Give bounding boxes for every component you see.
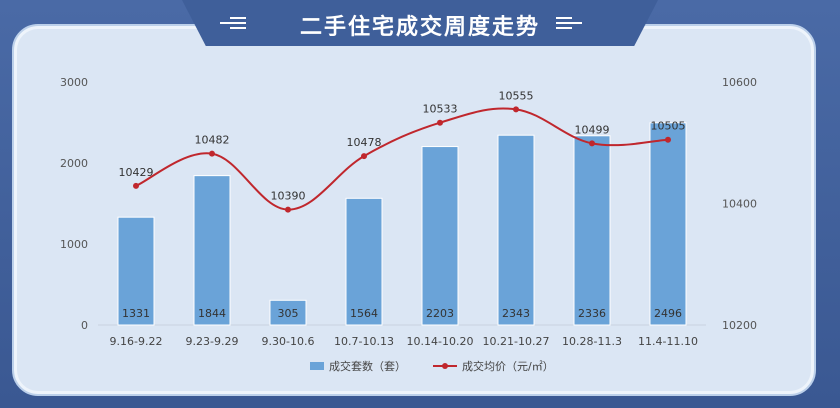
- x-axis-tick-label: 10.7-10.13: [334, 335, 394, 348]
- legend-label-price: 成交均价（元/㎡）: [462, 360, 554, 373]
- bar-value-label: 2496: [654, 307, 682, 320]
- right-axis-tick-label: 10200: [722, 319, 757, 332]
- price-point-4: [437, 119, 443, 126]
- price-point-5: [513, 106, 519, 113]
- price-point-0: [133, 182, 139, 189]
- page-title: 二手住宅成交周度走势: [299, 15, 540, 40]
- price-point-1: [209, 150, 215, 157]
- legend-label-units: 成交套数（套）: [329, 360, 406, 373]
- price-value-label: 10390: [271, 190, 306, 203]
- title-left-ornament: [216, 15, 246, 31]
- x-axis-tick-label: 10.28-11.3: [562, 335, 622, 348]
- price-value-label: 10482: [195, 134, 230, 147]
- bar-value-label: 1331: [122, 307, 150, 320]
- x-axis-tick-label: 10.14-10.20: [407, 335, 474, 348]
- left-axis-tick-label: 2000: [60, 157, 88, 170]
- bar-units-2: [269, 299, 307, 326]
- bar-units-6: [573, 135, 611, 326]
- legend-item-price: 成交均价（元/㎡）: [432, 357, 554, 375]
- x-axis-tick-label: 10.21-10.27: [483, 335, 550, 348]
- left-axis-tick-label: 1000: [60, 238, 88, 251]
- price-value-label: 10429: [119, 166, 154, 179]
- price-value-label: 10533: [423, 103, 458, 116]
- price-point-7: [665, 136, 671, 143]
- bar-units-0: [117, 216, 155, 326]
- series-line-price: [135, 107, 669, 211]
- bar-value-label: 2203: [426, 307, 454, 320]
- left-axis-tick-label: 3000: [60, 76, 88, 89]
- right-axis-tick-label: 10600: [722, 76, 757, 89]
- price-point-3: [361, 153, 367, 160]
- price-value-label: 10478: [347, 136, 382, 149]
- left-axis-tick-label: 0: [81, 319, 88, 332]
- bar-value-label: 2336: [578, 307, 606, 320]
- bar-value-label: 305: [278, 307, 299, 320]
- legend-swatch-bar: [310, 362, 324, 370]
- x-axis-tick-label: 9.23-9.29: [186, 335, 239, 348]
- bar-value-label: 1844: [198, 307, 226, 320]
- price-value-label: 10505: [651, 120, 686, 133]
- bar-units-4: [421, 146, 459, 326]
- bar-units-1: [193, 175, 231, 326]
- price-point-2: [285, 206, 291, 213]
- bar-value-label: 1564: [350, 307, 378, 320]
- legend-swatch-line: [433, 363, 457, 369]
- bar-units-5: [497, 134, 535, 326]
- x-axis-tick-label: 9.30-10.6: [262, 335, 315, 348]
- price-point-6: [589, 140, 595, 147]
- legend-item-units: 成交套数（套）: [310, 357, 406, 375]
- x-axis-tick-label: 11.4-11.10: [638, 335, 698, 348]
- price-value-label: 10555: [499, 89, 534, 102]
- price-value-label: 10499: [575, 123, 610, 136]
- bar-units-3: [345, 197, 383, 326]
- right-axis-tick-label: 10400: [722, 198, 757, 211]
- title-right-ornament: [556, 15, 586, 31]
- bar-units-7: [649, 122, 687, 326]
- bar-value-label: 2343: [502, 307, 530, 320]
- x-axis-tick-label: 9.16-9.22: [110, 335, 163, 348]
